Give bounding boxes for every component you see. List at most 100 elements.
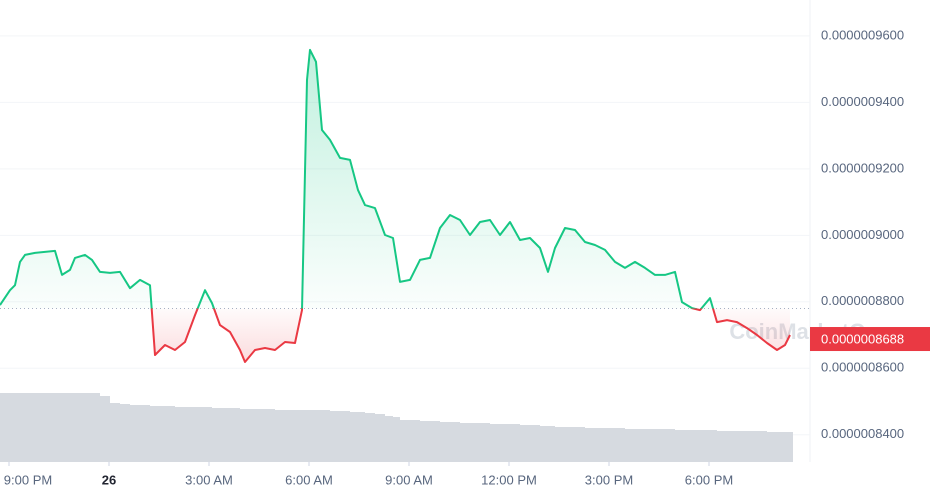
volume-bar: [682, 430, 692, 462]
volume-bar: [316, 410, 322, 462]
volume-bar: [645, 429, 655, 462]
x-tick-label: 3:00 AM: [185, 472, 233, 487]
volume-bar: [25, 393, 35, 462]
volume-bar: [625, 429, 635, 462]
volume-bar: [615, 428, 625, 462]
volume-bar: [460, 423, 470, 462]
volume-bar: [480, 423, 490, 462]
volume-bar: [302, 410, 307, 462]
volume-bar: [440, 422, 450, 462]
volume-bar: [727, 431, 737, 462]
y-tick-label: 0.0000008600: [821, 360, 904, 375]
y-tick-label: 0.0000009600: [821, 27, 904, 42]
x-tick-label: 9:00 AM: [385, 472, 433, 487]
volume-bar: [240, 409, 245, 462]
volume-bar: [785, 432, 790, 462]
volume-bar: [35, 393, 45, 462]
volume-bar: [55, 393, 62, 462]
volume-bar: [265, 409, 275, 462]
volume-bar: [710, 430, 717, 462]
volume-bar: [655, 429, 665, 462]
volume-bar: [605, 428, 615, 462]
x-tick-label: 12:00 PM: [481, 472, 537, 487]
volume-bar: [393, 417, 400, 462]
volume-bar: [195, 407, 205, 462]
volume-bar: [245, 409, 255, 462]
volume-bar: [205, 407, 212, 462]
y-tick-label: 0.0000009200: [821, 160, 904, 175]
volume-bar: [358, 412, 365, 462]
volume-bar: [110, 403, 120, 462]
volume-bar: [92, 393, 100, 462]
volume-bar: [365, 413, 375, 462]
volume-bar: [340, 411, 350, 462]
volume-bar: [530, 425, 540, 462]
x-tick-label: 6:00 AM: [285, 472, 333, 487]
volume-bar: [470, 423, 480, 462]
volume-bar: [307, 410, 310, 462]
volume-bar: [295, 410, 302, 462]
volume-bar: [500, 424, 510, 462]
y-tick-label: 0.0000008400: [821, 426, 904, 441]
volume-bar: [430, 421, 440, 462]
y-tick-label: 0.0000008800: [821, 293, 904, 308]
volume-bar: [275, 410, 285, 462]
volume-bar: [400, 420, 410, 462]
volume-bar: [555, 427, 565, 462]
volume-bar: [20, 393, 25, 462]
volume-bar: [75, 393, 85, 462]
volume-bar: [322, 410, 330, 462]
volume-bar: [285, 410, 295, 462]
volume-bar: [540, 426, 548, 462]
volume-bar: [490, 424, 500, 462]
volume-bar: [255, 409, 265, 462]
volume-bar: [230, 408, 240, 462]
price-line: [0, 48, 791, 363]
volume-bar: [450, 422, 460, 462]
volume-bar: [155, 406, 165, 462]
volume-bar: [0, 393, 10, 462]
volume-bar: [220, 408, 230, 462]
volume-bar: [140, 405, 150, 462]
volume-bar: [767, 432, 777, 462]
volume-bar: [595, 428, 605, 462]
current-price-label: 0.0000008688: [821, 331, 904, 346]
volume-bar: [747, 431, 757, 462]
volume-bar: [375, 414, 385, 462]
volume-bar: [410, 420, 420, 462]
volume-bar: [85, 393, 92, 462]
x-tick-label: 6:00 PM: [685, 472, 733, 487]
volume-bar: [310, 410, 316, 462]
volume-bar: [548, 426, 555, 462]
x-tick-label: 3:00 PM: [585, 472, 633, 487]
volume-bar: [692, 430, 700, 462]
volume-bar: [212, 408, 220, 462]
volume-bar: [130, 405, 140, 462]
volume-bar: [15, 393, 20, 462]
volume-bar: [120, 404, 130, 462]
x-tick-label: 9:00 PM: [4, 472, 52, 487]
volume-bar: [10, 393, 15, 462]
volume-bar: [175, 407, 185, 462]
volume-bar: [45, 393, 55, 462]
volume-bar: [790, 432, 793, 462]
volume-bar: [100, 396, 110, 462]
volume-bar: [330, 411, 340, 462]
volume-bar: [150, 406, 155, 462]
volume-bar: [737, 431, 747, 462]
volume-bar: [585, 428, 595, 462]
volume-bar: [565, 427, 575, 462]
volume-bar: [385, 416, 393, 462]
volume-bar: [510, 424, 520, 462]
volume-bar: [757, 431, 767, 462]
volume-bar: [575, 427, 585, 462]
volume-bar: [70, 393, 75, 462]
volume-bar: [717, 431, 727, 462]
volume-bar: [777, 432, 785, 462]
current-price-box: [810, 327, 930, 352]
volume-bar: [185, 407, 195, 462]
volume-bar: [350, 412, 358, 462]
volume-bar: [165, 406, 175, 462]
volume-bar: [635, 429, 645, 462]
